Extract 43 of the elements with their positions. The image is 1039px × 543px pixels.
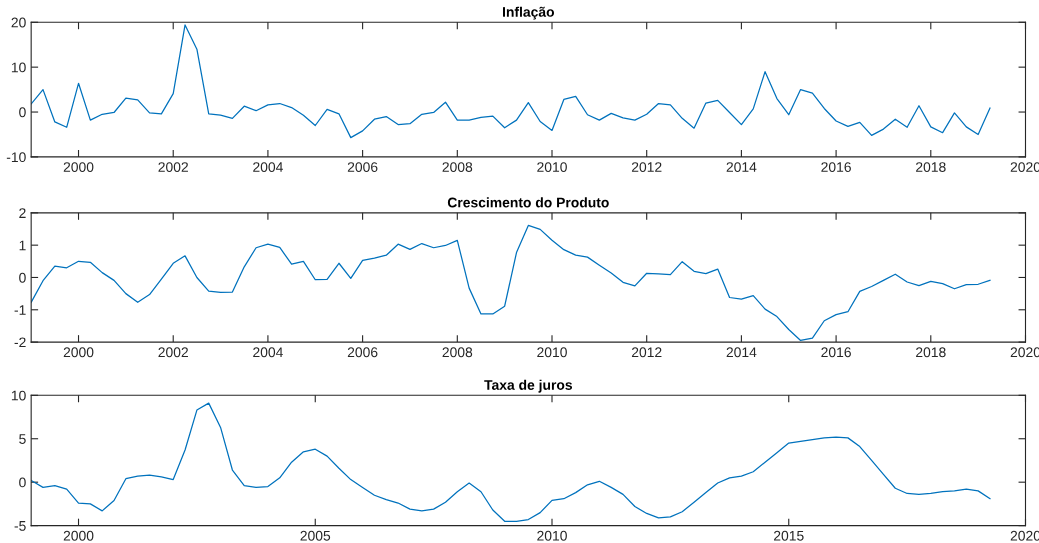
y-tick-label: 0 bbox=[19, 107, 26, 118]
x-tick-label: 2002 bbox=[158, 162, 188, 172]
x-tick-label: 2010 bbox=[537, 347, 567, 358]
x-tick-label: 2006 bbox=[347, 162, 378, 172]
y-tick-label: 2 bbox=[19, 208, 26, 218]
y-tick-label: 20 bbox=[11, 17, 26, 28]
y-tick-label: -10 bbox=[6, 152, 26, 163]
x-tick-label: 2012 bbox=[631, 162, 662, 172]
y-tick-label: -5 bbox=[14, 521, 26, 531]
y-tick-label: 10 bbox=[11, 390, 26, 401]
x-tick-label: 2004 bbox=[253, 162, 283, 172]
line-series bbox=[31, 402, 991, 522]
x-tick-label: 2008 bbox=[442, 347, 473, 358]
x-tick-label: 2016 bbox=[821, 162, 851, 172]
x-tick-label: 2018 bbox=[916, 162, 946, 172]
x-tick-label: 2005 bbox=[300, 530, 331, 541]
chart-title: Inflação bbox=[503, 6, 555, 20]
x-tick-label: 2006 bbox=[347, 347, 378, 358]
x-tick-label: 2010 bbox=[537, 162, 567, 172]
x-tick-label: 2000 bbox=[63, 530, 94, 541]
x-tick-label: 2000 bbox=[63, 347, 94, 358]
x-tick-label: 2000 bbox=[63, 162, 94, 172]
y-tick-label: 0 bbox=[19, 477, 26, 488]
x-tick-label: 2015 bbox=[774, 530, 804, 541]
y-tick-label: 10 bbox=[11, 62, 26, 73]
x-tick-label: 2002 bbox=[158, 347, 188, 358]
chart-title: Crescimento do Produto bbox=[447, 197, 609, 208]
x-tick-label: 2018 bbox=[916, 347, 946, 358]
y-tick-label: 0 bbox=[19, 272, 26, 283]
chart-title: Taxa de juros bbox=[484, 379, 573, 393]
x-tick-label: 2008 bbox=[442, 162, 473, 172]
x-tick-label: 2014 bbox=[726, 347, 757, 358]
line-series bbox=[31, 224, 991, 342]
y-tick-label: 1 bbox=[19, 240, 26, 251]
x-tick-label: 2010 bbox=[537, 530, 567, 541]
y-tick-label: 5 bbox=[19, 434, 26, 444]
x-tick-label: 2004 bbox=[253, 347, 283, 358]
line-series bbox=[31, 24, 991, 139]
y-tick-label: -2 bbox=[14, 337, 26, 348]
x-tick-label: 2014 bbox=[726, 162, 757, 172]
y-tick-label: -1 bbox=[14, 305, 26, 315]
x-tick-label: 2012 bbox=[631, 347, 662, 358]
x-tick-label: 2016 bbox=[821, 347, 851, 358]
